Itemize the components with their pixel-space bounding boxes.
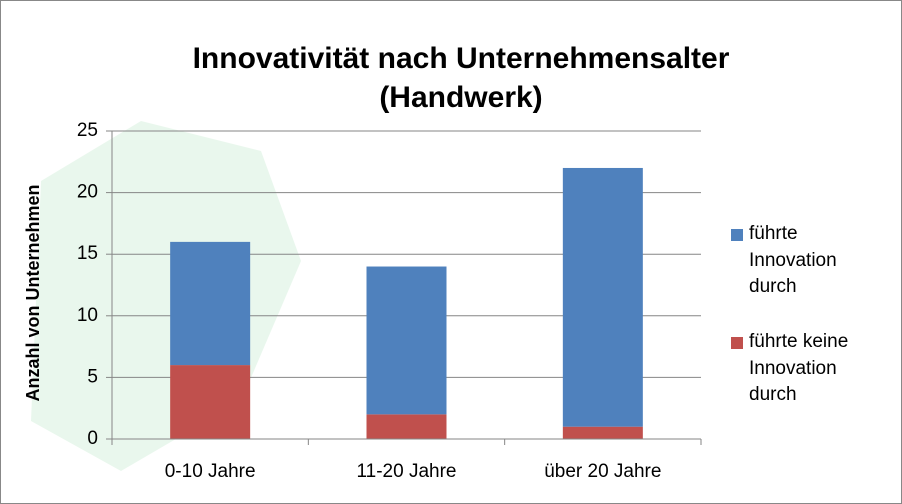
legend-item: führte Innovation durch	[731, 221, 901, 301]
bar-segment	[562, 426, 643, 439]
y-tick-label: 20	[77, 182, 98, 203]
y-tick-label: 25	[77, 120, 98, 141]
bar-segment	[366, 266, 447, 415]
watermark	[31, 121, 301, 471]
legend-swatch	[731, 337, 743, 349]
x-tick-label: über 20 Jahre	[544, 461, 661, 482]
bar-segment	[562, 167, 643, 427]
x-tick-label: 11-20 Jahre	[357, 461, 457, 482]
y-tick-label: 5	[87, 366, 98, 387]
chart-title: Innovativität nach Unternehmensalter (Ha…	[192, 42, 730, 114]
y-tick-label: 10	[77, 305, 98, 326]
y-tick-label: 0	[87, 428, 98, 449]
bar-segment	[170, 241, 251, 366]
y-axis-title: Anzahl von Unternehmen	[23, 184, 43, 401]
legend-label: führte keine Innovation durch	[749, 331, 849, 406]
legend-swatch	[731, 229, 743, 241]
x-tick-label: 0-10 Jahre	[165, 461, 256, 482]
bar-segment	[366, 414, 447, 439]
legend-label: führte Innovation durch	[749, 223, 837, 298]
legend-item: führte keine Innovation durch	[731, 329, 901, 409]
bar-segment	[170, 365, 251, 439]
y-tick-label: 15	[77, 243, 98, 264]
